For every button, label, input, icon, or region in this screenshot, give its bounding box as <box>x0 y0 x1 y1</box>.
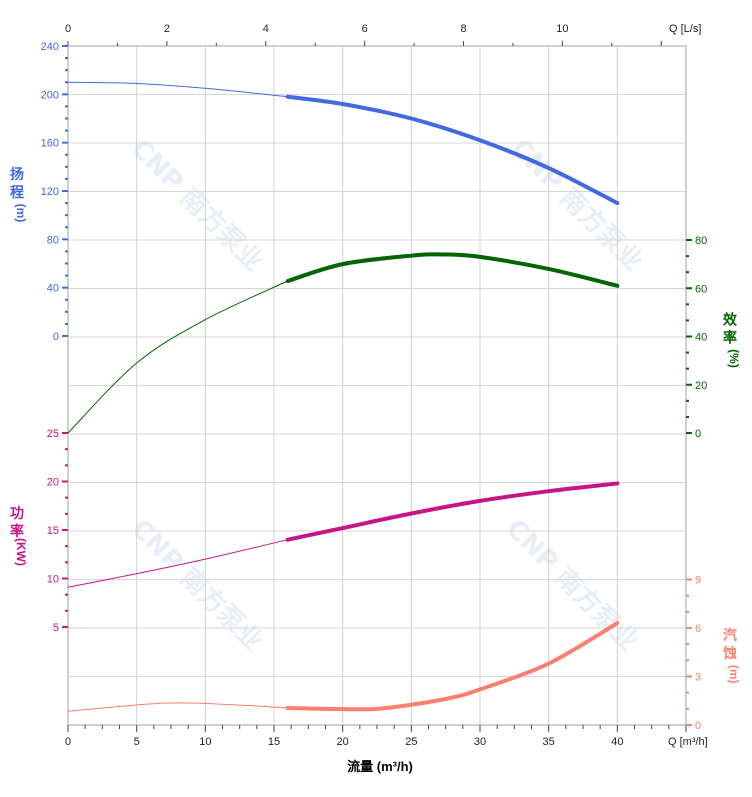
x-tick-label: 20 <box>337 736 349 748</box>
efficiency-curve <box>285 252 620 288</box>
npsh-tick-label: 0 <box>695 720 701 732</box>
x-axis-unit: Q [m³/h] <box>668 736 708 748</box>
efficiency-axis-unit: (%) <box>727 349 741 368</box>
x-tick-label: 15 <box>268 736 280 748</box>
x-tick-label: 0 <box>65 736 71 748</box>
npsh-tick-label: 9 <box>695 574 701 586</box>
efficiency-curve-extended <box>67 280 288 434</box>
power-axis-label: 功 <box>10 505 24 521</box>
head-tick-label: 200 <box>41 89 59 101</box>
power-tick-label: 15 <box>47 525 59 537</box>
watermark-logo: CNP 南方泵业 <box>500 513 644 657</box>
top-tick-label: 4 <box>263 23 269 35</box>
head-tick-label: 0 <box>53 331 59 343</box>
efficiency-tick-label: 80 <box>695 235 707 247</box>
efficiency-axis-label: 率 <box>723 330 737 346</box>
x-tick-label: 5 <box>134 736 140 748</box>
npsh-axis-unit: (m) <box>727 665 741 684</box>
x-tick-label: 30 <box>474 736 486 748</box>
x-axis-title: 流量 (m³/h) <box>347 759 413 774</box>
npsh-tick-label: 3 <box>695 671 701 683</box>
top-tick-label: 0 <box>65 23 71 35</box>
head-tick-label: 160 <box>41 138 59 150</box>
top-tick-label: 2 <box>164 23 170 35</box>
npsh-axis-label: 汽 <box>723 627 737 643</box>
top-tick-label: 10 <box>556 23 568 35</box>
watermark-logo: CNP 南方泵业 <box>125 513 269 657</box>
watermark-logo: CNP 南方泵业 <box>125 133 269 277</box>
power-curve <box>285 481 620 542</box>
power-tick-label: 5 <box>53 622 59 634</box>
watermark-logo: CNP 南方泵业 <box>505 133 649 277</box>
efficiency-tick-label: 20 <box>695 380 707 392</box>
top-tick-label: 6 <box>362 23 368 35</box>
head-tick-label: 40 <box>47 283 59 295</box>
npsh-curve <box>285 621 620 712</box>
efficiency-axis-label: 效 <box>723 312 738 328</box>
head-axis-label: 扬 <box>10 166 24 182</box>
efficiency-tick-label: 0 <box>695 428 701 440</box>
top-axis-unit: Q [L/s] <box>669 23 701 35</box>
x-tick-label: 10 <box>199 736 211 748</box>
power-tick-label: 20 <box>47 477 59 489</box>
head-axis-label: 程 <box>10 184 24 200</box>
head-axis-unit: (m) <box>14 204 28 223</box>
x-tick-label: 35 <box>543 736 555 748</box>
top-tick-label: 8 <box>460 23 466 35</box>
npsh-axis-label: 蚀 <box>722 645 737 661</box>
head-curve-extended <box>67 81 288 98</box>
x-tick-label: 25 <box>405 736 417 748</box>
npsh-tick-label: 6 <box>695 623 701 635</box>
power-tick-label: 10 <box>47 574 59 586</box>
power-axis-label: 率 <box>10 523 24 539</box>
power-tick-label: 25 <box>47 428 59 440</box>
head-tick-label: 240 <box>41 41 59 53</box>
power-curve-extended <box>67 539 288 588</box>
npsh-curve-extended <box>67 702 288 712</box>
power-axis-unit: (KW) <box>14 538 28 566</box>
head-tick-label: 120 <box>41 186 59 198</box>
efficiency-tick-label: 60 <box>695 283 707 295</box>
efficiency-tick-label: 40 <box>695 332 707 344</box>
x-tick-label: 40 <box>611 736 623 748</box>
head-curve <box>285 94 620 206</box>
head-tick-label: 80 <box>47 234 59 246</box>
